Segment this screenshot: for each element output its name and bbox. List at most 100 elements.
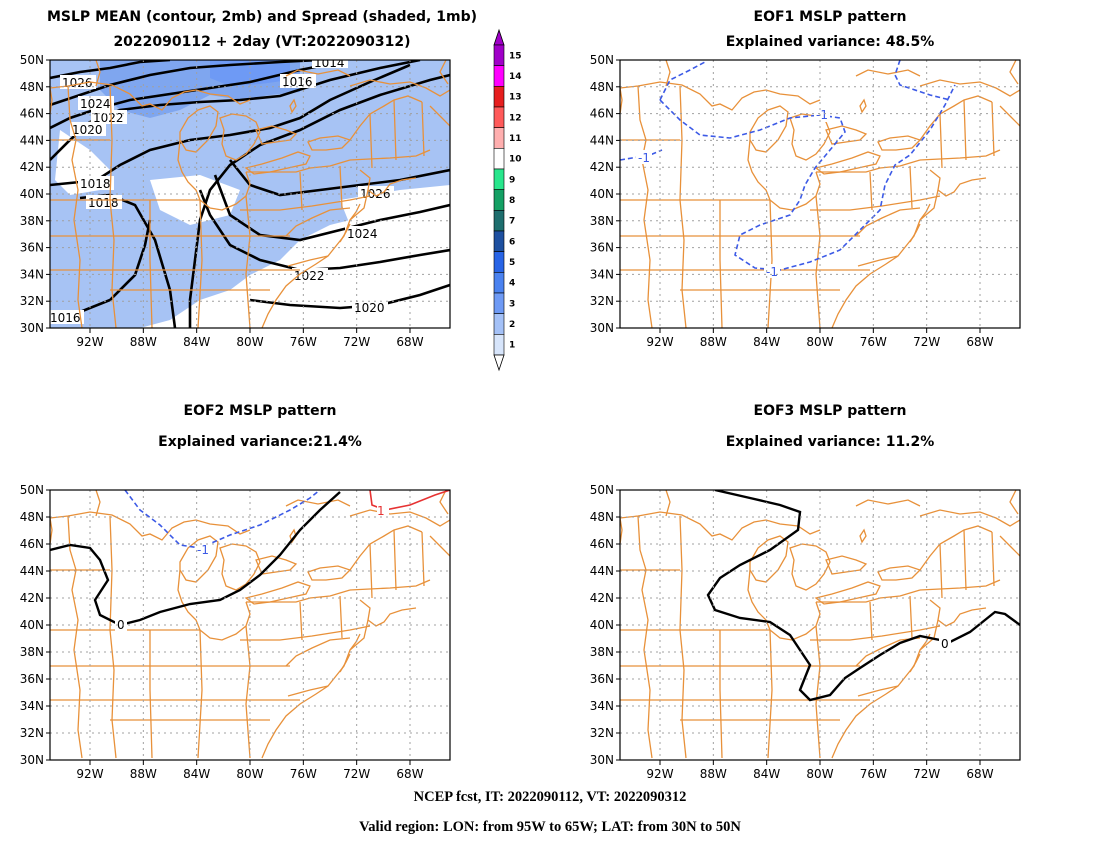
colorbar-swatch <box>493 148 505 170</box>
mean-panel: 1026 1024 1022 1020 1018 1018 1016 1014 … <box>20 53 451 349</box>
contour-label: 1 <box>377 504 385 518</box>
lat-tick-label: 30N <box>590 321 614 335</box>
colorbar-swatch <box>493 86 505 108</box>
contour-label: -1 <box>638 151 650 165</box>
eof2-positive-contour <box>369 490 450 511</box>
lat-tick-label: 36N <box>20 672 44 686</box>
lat-tick-label: 40N <box>590 187 614 201</box>
lat-tick-label: 50N <box>590 483 614 497</box>
lat-tick-label: 40N <box>20 618 44 632</box>
lon-tick-label: 80W <box>806 767 833 781</box>
footer-forecast-info: NCEP fcst, IT: 2022090112, VT: 202209031… <box>413 789 687 805</box>
contour-label: -1 <box>816 108 828 122</box>
lat-tick-label: 50N <box>20 53 44 67</box>
contour-label: 1024 <box>347 227 378 241</box>
colorbar-bottom-arrow <box>493 354 505 372</box>
lat-tick-label: 50N <box>590 53 614 67</box>
lat-tick-label: 34N <box>590 267 614 281</box>
lon-tick-label: 84W <box>753 767 780 781</box>
lat-tick-label: 38N <box>20 645 44 659</box>
colorbar-swatch <box>493 189 505 211</box>
lat-tick-label: 48N <box>590 510 614 524</box>
contour-label: 1022 <box>93 111 124 125</box>
lon-tick-label: 88W <box>130 767 157 781</box>
contour-label: 0 <box>117 618 125 632</box>
lat-tick-label: 46N <box>20 537 44 551</box>
eof2-panel-title: EOF2 MSLP pattern <box>183 403 337 419</box>
lat-tick-label: 38N <box>20 214 44 228</box>
eof1-panel: -1 -1 -1 92W 88W 84W 80W 76W 72W 68W 50N 48N 46N 4… <box>590 53 1021 349</box>
lat-tick-label: 32N <box>20 726 44 740</box>
colorbar-label: 5 <box>509 258 515 268</box>
eof2-zero-contour <box>50 491 341 627</box>
colorbar-swatch <box>493 313 505 335</box>
colorbar-label: 14 <box>509 72 522 82</box>
colorbar-label: 2 <box>509 320 515 330</box>
lon-tick-label: 80W <box>236 767 263 781</box>
lon-tick-label: 92W <box>646 335 673 349</box>
colorbar-swatch <box>493 251 505 273</box>
contour-label: -1 <box>197 543 209 557</box>
lon-tick-label: 84W <box>183 335 210 349</box>
contour-label: -1 <box>766 265 778 279</box>
lon-tick-label: 76W <box>290 767 317 781</box>
lat-tick-label: 32N <box>590 726 614 740</box>
lon-tick-label: 76W <box>860 335 887 349</box>
eof2-negative-contour <box>124 490 321 549</box>
lon-tick-label: 84W <box>753 335 780 349</box>
mean-panel-title: MSLP MEAN (contour, 2mb) and Spread (sha… <box>47 9 477 25</box>
lat-tick-label: 46N <box>590 537 614 551</box>
graticule <box>620 60 1020 328</box>
lon-tick-label: 80W <box>806 335 833 349</box>
colorbar-label: 8 <box>509 196 515 206</box>
lat-tick-label: 48N <box>590 80 614 94</box>
contour-label: 1018 <box>88 196 119 210</box>
lat-tick-label: 30N <box>20 321 44 335</box>
colorbar-swatch <box>493 127 505 149</box>
contour-label: 1020 <box>72 123 103 137</box>
lon-tick-label: 76W <box>860 767 887 781</box>
colorbar-swatch <box>493 106 505 128</box>
lon-tick-label: 76W <box>290 335 317 349</box>
colorbar-swatch <box>493 230 505 252</box>
lon-tick-label: 72W <box>343 767 370 781</box>
contour-label: 1020 <box>354 301 385 315</box>
graticule <box>620 490 1020 760</box>
lat-tick-label: 42N <box>590 160 614 174</box>
lat-tick-label: 36N <box>20 241 44 255</box>
lat-tick-label: 40N <box>20 187 44 201</box>
lat-tick-label: 48N <box>20 80 44 94</box>
colorbar-swatch <box>493 210 505 232</box>
lat-tick-label: 46N <box>590 107 614 121</box>
lat-tick-label: 42N <box>20 591 44 605</box>
colorbar-label: 9 <box>509 175 515 185</box>
lon-tick-label: 72W <box>913 335 940 349</box>
contour-label: 1016 <box>282 75 313 89</box>
colorbar-label: 1 <box>509 341 515 351</box>
colorbar-label: 12 <box>509 113 522 123</box>
lat-tick-label: 42N <box>590 591 614 605</box>
lat-tick-label: 32N <box>590 294 614 308</box>
colorbar-label: 15 <box>509 51 522 61</box>
lat-tick-label: 34N <box>20 699 44 713</box>
colorbar-label: 4 <box>509 279 515 289</box>
lat-tick-label: 34N <box>20 267 44 281</box>
axis-labels: 92W 88W 84W 80W 76W 72W 68W 50N 48N 46N 44N 42N 40N 3… <box>20 53 424 349</box>
lat-tick-label: 44N <box>590 133 614 147</box>
eof1-contour-labels: -1 -1 -1 <box>636 108 830 279</box>
colorbar-swatch <box>493 272 505 294</box>
eof1-panel-subtitle: Explained variance: 48.5% <box>725 34 935 50</box>
lon-tick-label: 68W <box>396 335 423 349</box>
lat-tick-label: 40N <box>590 618 614 632</box>
colorbar-label: 11 <box>509 134 522 144</box>
contour-label: 1018 <box>80 177 111 191</box>
lon-tick-label: 68W <box>966 767 993 781</box>
axis-labels: 92W 88W 84W 80W 76W 72W 68W 50N 48N 46N 44N 42N 40N 3… <box>590 53 994 349</box>
lon-tick-label: 92W <box>646 767 673 781</box>
lat-tick-label: 30N <box>20 753 44 767</box>
graticule <box>50 60 450 328</box>
eof1-panel-title: EOF1 MSLP pattern <box>753 9 907 25</box>
lat-tick-label: 46N <box>20 107 44 121</box>
footer-valid-region: Valid region: LON: from 95W to 65W; LAT:… <box>359 819 741 835</box>
